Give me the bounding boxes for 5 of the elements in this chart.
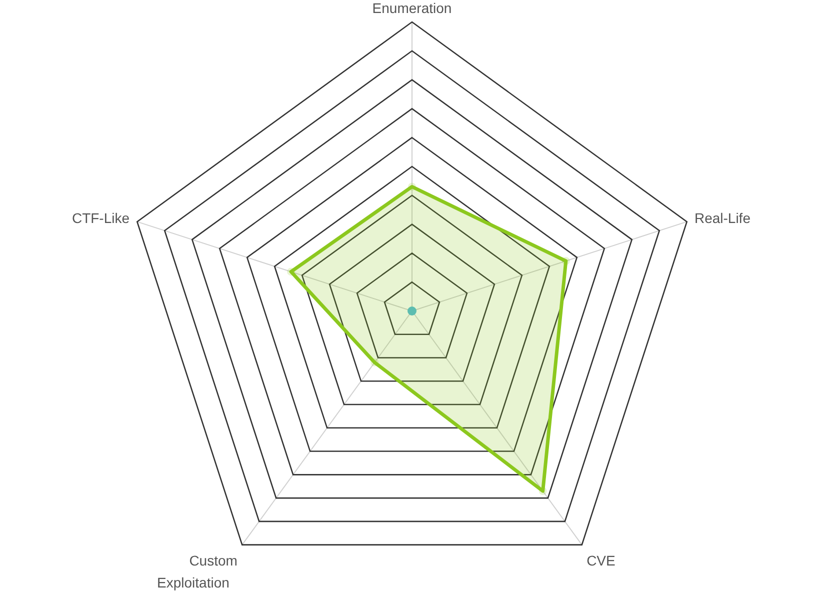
spoke-label: Enumeration bbox=[372, 0, 452, 16]
spoke-label: Custom Exploitation bbox=[157, 552, 238, 590]
spoke-label: Real-Life bbox=[694, 210, 751, 226]
spoke-label: CTF-Like bbox=[72, 210, 130, 226]
spoke-label: CVE bbox=[586, 552, 616, 568]
